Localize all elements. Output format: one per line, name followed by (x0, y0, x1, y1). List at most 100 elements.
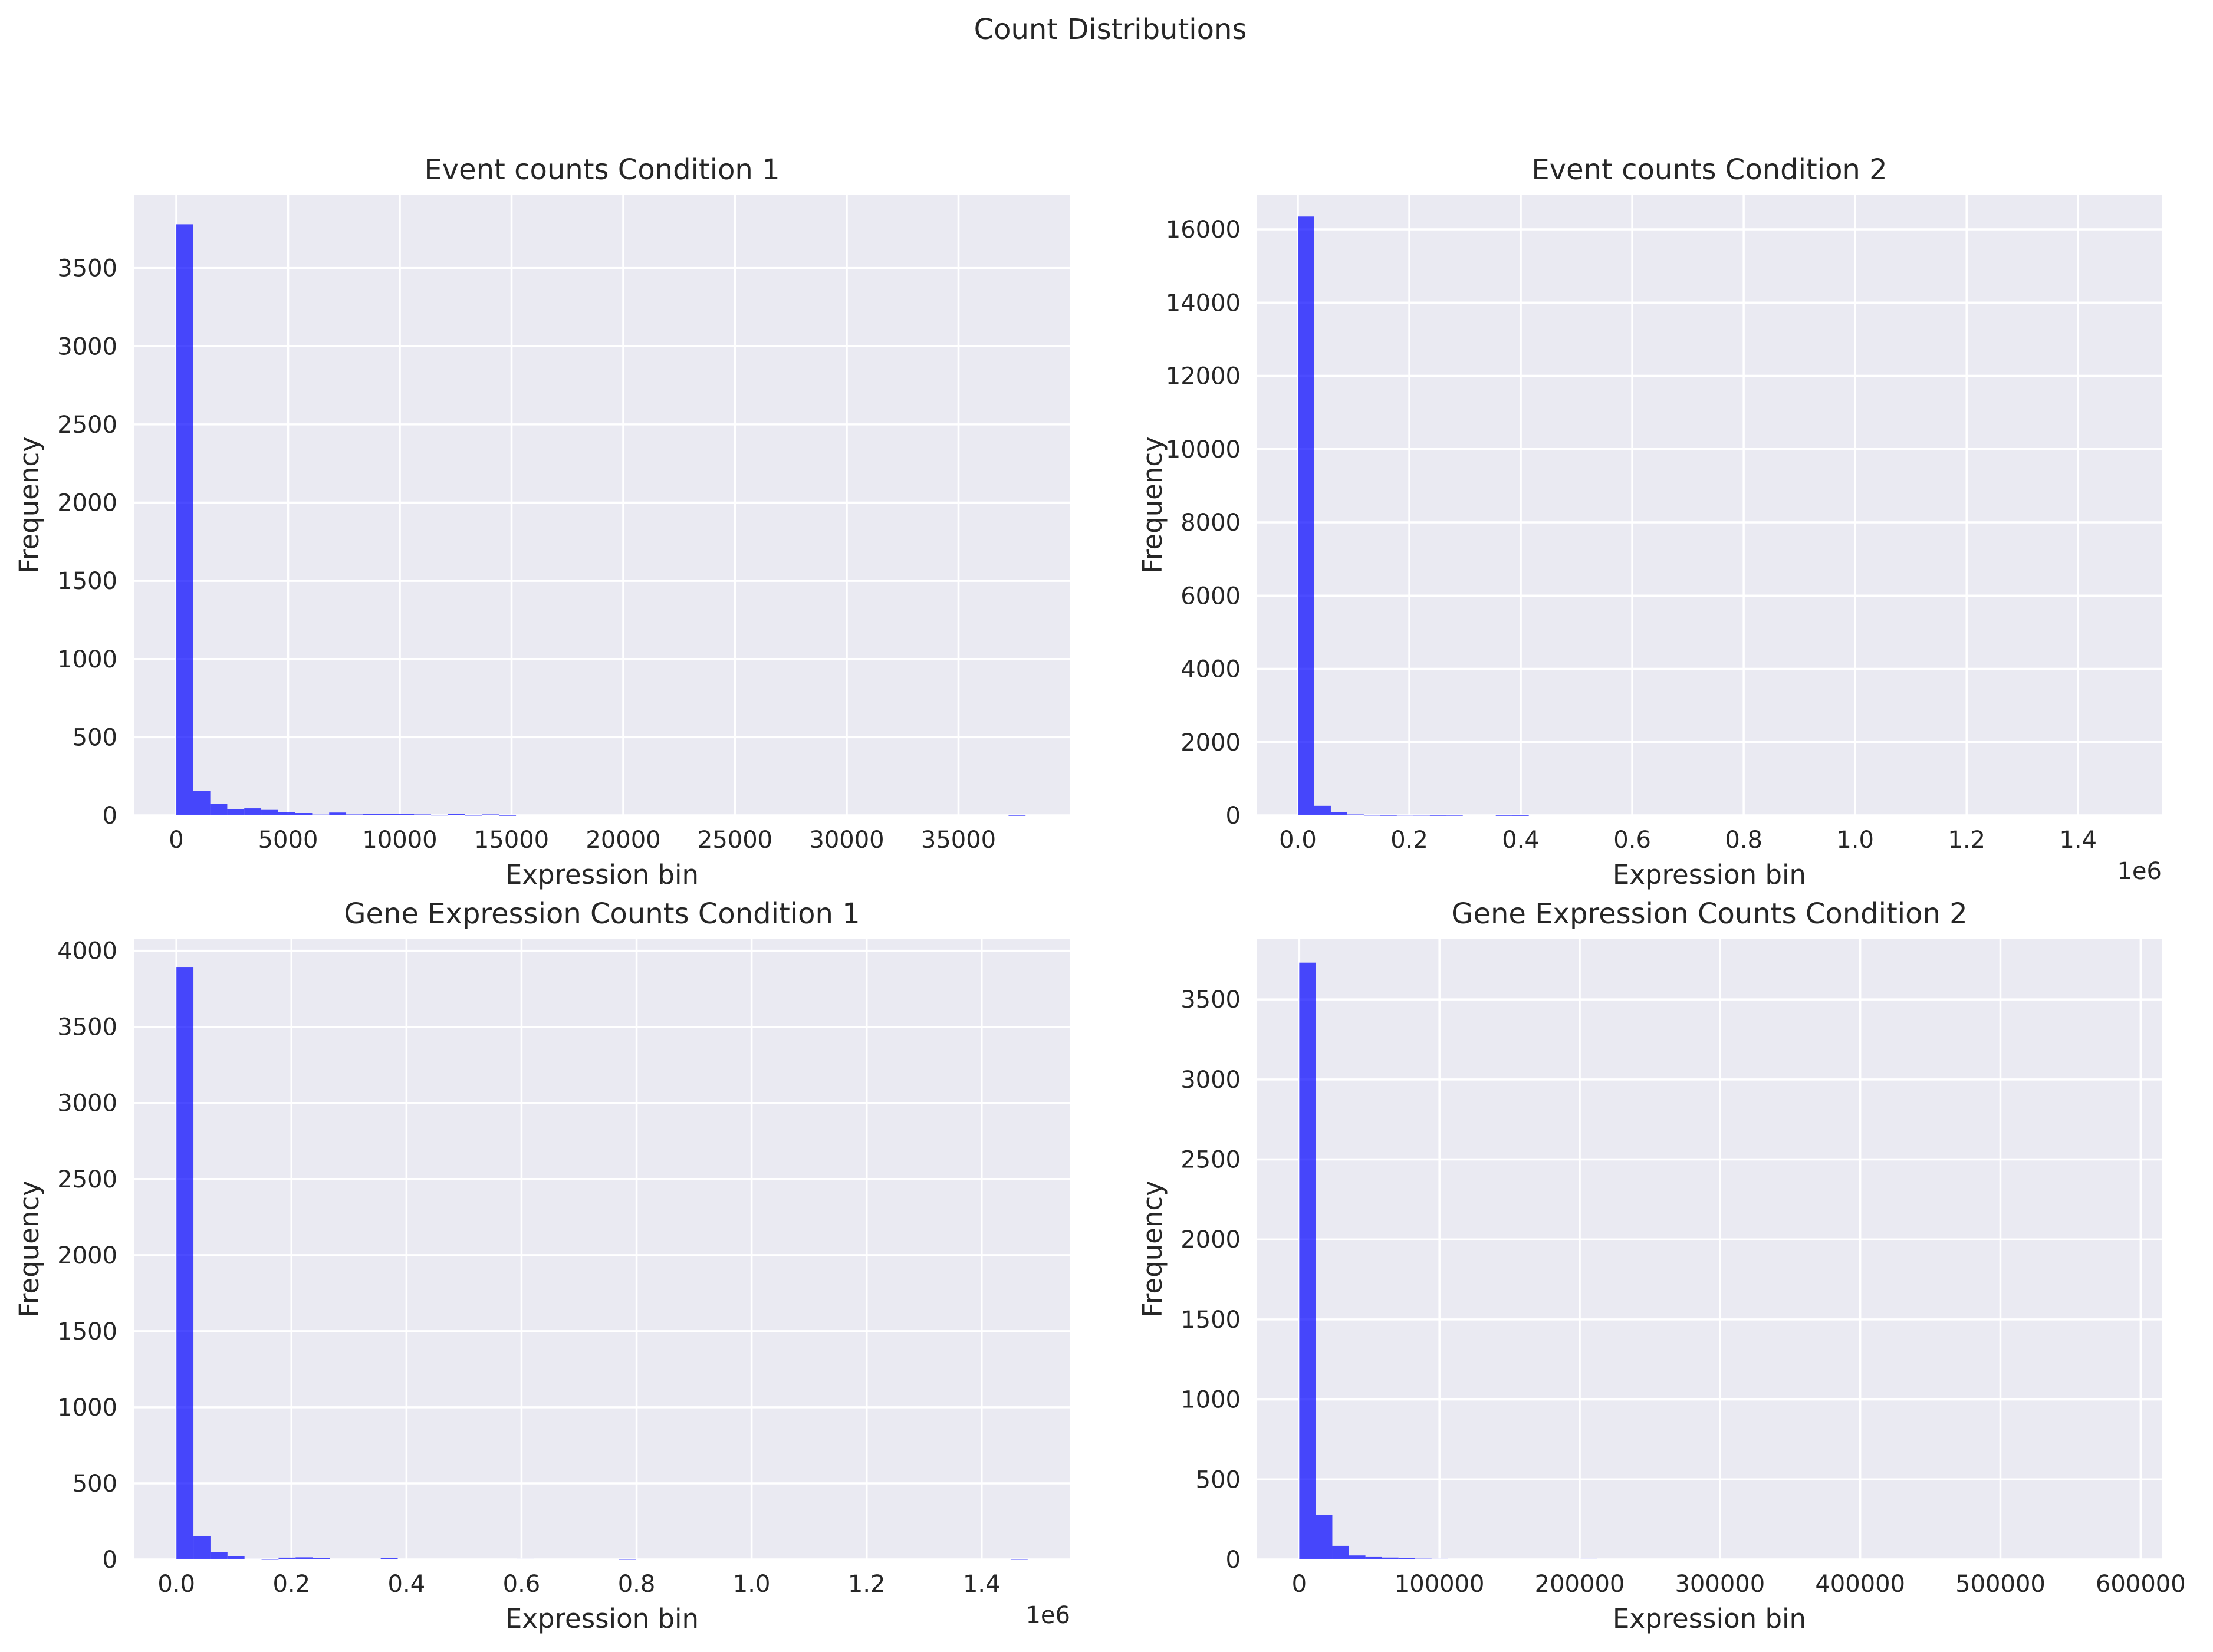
histogram-bar (1347, 814, 1364, 815)
x-tick-label: 0.4 (1502, 827, 1540, 854)
y-tick-label: 0 (1226, 1546, 1241, 1574)
histogram-bar (482, 814, 499, 815)
y-axis-label: Frequency (14, 436, 45, 573)
histogram-bar (1382, 1557, 1399, 1559)
x-tick-label: 10000 (362, 827, 437, 854)
x-offset-label: 1e6 (2117, 858, 2162, 885)
histogram-bar (313, 1558, 330, 1559)
histogram-bar (1330, 812, 1347, 815)
subplot-3: 0.0 0.2 0.4 0.6 0.8 1.0 1.2 1.4 0 500 1000 1500 2000… (14, 897, 1070, 1634)
x-tick-label: 25000 (698, 827, 772, 854)
histogram-bar (1297, 216, 1314, 816)
y-tick-label: 8000 (1181, 509, 1241, 537)
x-tick-label: 0 (1292, 1571, 1307, 1598)
histogram-bar (1365, 1556, 1382, 1559)
histogram-bar (227, 809, 245, 815)
x-axis-label: Expression bin (1613, 1603, 1806, 1634)
y-tick-label: 3000 (1181, 1067, 1241, 1094)
histogram-bar (448, 814, 465, 815)
subplot-4: 0 100000 200000 300000 400000 500000 600000 0 50… (1137, 897, 2186, 1634)
histogram-bar (227, 1556, 245, 1559)
x-tick-label: 30000 (809, 827, 884, 854)
x-tick-label: 0.6 (503, 1571, 541, 1598)
subplot-title: Event counts Condition 2 (1531, 153, 1887, 186)
plot-area (134, 195, 1070, 815)
histogram-bar (397, 814, 415, 815)
y-tick-label: 1500 (1181, 1307, 1241, 1334)
histogram-bar (176, 967, 194, 1559)
y-tick-label: 1000 (57, 1394, 117, 1421)
y-tick-label: 3500 (1181, 986, 1241, 1013)
histogram-bar (210, 804, 228, 815)
x-tick-label: 1.2 (848, 1571, 886, 1598)
y-tick-label: 0 (103, 802, 117, 830)
y-tick-label: 3000 (57, 333, 117, 360)
y-tick-label: 10000 (1166, 436, 1241, 463)
histogram-bar (1398, 1558, 1415, 1559)
histogram-bar (1495, 815, 1512, 816)
x-tick-label: 300000 (1675, 1571, 1765, 1598)
x-axis-label: Expression bin (1613, 859, 1806, 890)
x-axis-label: Expression bin (505, 859, 699, 890)
y-tick-label: 500 (1196, 1466, 1241, 1493)
y-tick-label: 500 (73, 1470, 117, 1498)
plot-area (1257, 939, 2162, 1559)
x-tick-label: 500000 (1955, 1571, 2046, 1598)
y-tick-label: 3000 (57, 1090, 117, 1117)
histogram-bar (1316, 1515, 1333, 1559)
histogram-bar (1299, 962, 1316, 1559)
y-tick-label: 12000 (1166, 363, 1241, 390)
x-tick-label: 600000 (2096, 1571, 2186, 1598)
histogram-bar (261, 809, 278, 815)
x-tick-label: 0.8 (1725, 827, 1762, 854)
y-tick-label: 1000 (1181, 1387, 1241, 1414)
histogram-bar (1446, 815, 1463, 816)
histogram-bar (1380, 815, 1397, 816)
x-tick-label: 35000 (921, 827, 996, 854)
histogram-bar (499, 815, 517, 816)
subplot-title: Gene Expression Counts Condition 2 (1451, 897, 1967, 930)
y-axis-label: Frequency (1137, 436, 1168, 573)
figure-title: Count Distributions (974, 13, 1247, 46)
x-tick-label: 1.2 (1948, 827, 1985, 854)
x-offset-label: 1e6 (1025, 1602, 1070, 1629)
histogram-bar (295, 1557, 313, 1559)
x-tick-label: 1.0 (1836, 827, 1874, 854)
x-tick-label: 0.4 (388, 1571, 426, 1598)
y-tick-label: 0 (103, 1546, 117, 1574)
plot-area (134, 939, 1070, 1559)
x-tick-label: 0.2 (1390, 827, 1428, 854)
histogram-bar (193, 791, 211, 815)
y-tick-label: 2500 (57, 1166, 117, 1193)
x-tick-label: 0 (169, 827, 183, 854)
subplot-title: Gene Expression Counts Condition 1 (344, 897, 860, 930)
histogram-bar (176, 224, 193, 815)
subplot-1: 0 5000 10000 15000 20000 25000 30000 35000 0 500 1… (14, 153, 1070, 890)
histogram-bar (1008, 815, 1026, 816)
histogram-bar (1512, 815, 1529, 816)
subplot-title: Event counts Condition 1 (424, 153, 780, 186)
subplots: 0 5000 10000 15000 20000 25000 30000 3500005001… (14, 153, 2186, 1634)
y-tick-label: 1000 (57, 646, 117, 673)
y-tick-label: 500 (73, 724, 117, 751)
subplot-2: 0.0 0.2 0.4 0.6 0.8 1.0 1.2 1.4 0 2000 4000 6000 800… (1137, 153, 2162, 890)
x-tick-label: 0.0 (157, 1571, 195, 1598)
y-tick-label: 16000 (1166, 216, 1241, 243)
y-axis-label: Frequency (14, 1180, 45, 1317)
histogram-bar (278, 1557, 296, 1559)
histogram-bar (193, 1535, 211, 1559)
y-tick-label: 14000 (1166, 289, 1241, 317)
x-tick-label: 0.2 (272, 1571, 310, 1598)
histogram-bar (414, 814, 432, 815)
y-tick-label: 2000 (1181, 1226, 1241, 1253)
y-tick-label: 4000 (1181, 656, 1241, 683)
y-tick-label: 4000 (57, 938, 117, 965)
x-tick-label: 0.6 (1613, 827, 1651, 854)
x-tick-label: 15000 (474, 827, 549, 854)
y-tick-label: 6000 (1181, 583, 1241, 610)
y-tick-label: 1500 (57, 568, 117, 595)
y-tick-label: 3500 (57, 1014, 117, 1041)
x-tick-label: 0.0 (1279, 827, 1317, 854)
x-tick-label: 400000 (1815, 1571, 1905, 1598)
